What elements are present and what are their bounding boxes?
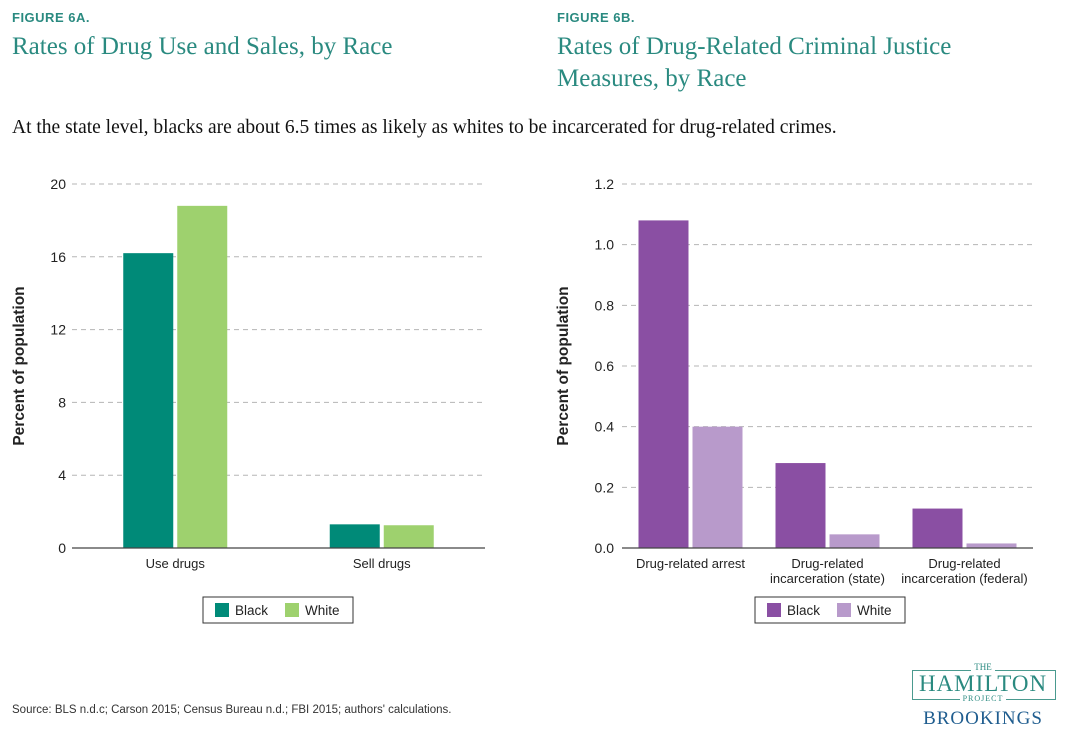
x-tick-label: Use drugs bbox=[146, 556, 206, 571]
y-tick-label: 16 bbox=[50, 249, 66, 265]
legend-swatch-white bbox=[285, 603, 299, 617]
bar-white bbox=[177, 205, 228, 548]
logo-the: THE bbox=[910, 662, 1056, 672]
y-tick-label: 1.2 bbox=[595, 176, 615, 192]
legend-label-white: White bbox=[857, 603, 892, 618]
logo-hamilton: HAMILTON bbox=[918, 671, 1048, 696]
bar-black bbox=[775, 463, 826, 548]
chart-subtitle: At the state level, blacks are about 6.5… bbox=[12, 117, 837, 138]
logo-project: PROJECT bbox=[910, 694, 1056, 703]
y-tick-label: 0 bbox=[58, 540, 66, 556]
logo-brookings: BROOKINGS bbox=[923, 708, 1043, 729]
y-tick-label: 12 bbox=[50, 322, 66, 338]
figure-6a-title: Rates of Drug Use and Sales, by Race bbox=[12, 33, 393, 60]
logo-the-text: THE bbox=[971, 662, 995, 672]
figure-6b-label: FIGURE 6B. bbox=[557, 10, 635, 25]
figure-6a-label: FIGURE 6A. bbox=[12, 10, 90, 25]
legend-label-black: Black bbox=[787, 603, 820, 618]
x-tick-label: incarceration (state) bbox=[770, 571, 885, 586]
y-tick-label: 20 bbox=[50, 176, 66, 192]
legend-label-white: White bbox=[305, 603, 340, 618]
legend-label-black: Black bbox=[235, 603, 268, 618]
legend-swatch-black bbox=[215, 603, 229, 617]
chart-6b: 0.0 0.2 0.4 0.6 0.8 1.0 1.2 Percent of populati… bbox=[555, 176, 1033, 624]
y-tick-label: 8 bbox=[58, 394, 66, 410]
bar-black bbox=[329, 524, 380, 548]
legend-swatch-black bbox=[767, 603, 781, 617]
y-axis-label: Percent of population bbox=[11, 286, 28, 445]
logo-project-text: PROJECT bbox=[959, 694, 1007, 703]
y-tick-label: 4 bbox=[58, 467, 66, 483]
bar-black bbox=[912, 508, 963, 548]
figure-6b-title-line1: Rates of Drug-Related Criminal Justice bbox=[557, 33, 952, 60]
legend bbox=[754, 596, 906, 624]
chart-6a: 0 4 8 12 16 20 Percent of population Use drugs S… bbox=[11, 176, 485, 624]
x-tick-label: Drug-related bbox=[928, 556, 1000, 571]
hamilton-brookings-logo: THE HAMILTON PROJECT BROOKINGS bbox=[910, 660, 1060, 732]
y-tick-label: 0.4 bbox=[595, 419, 615, 435]
bar-white bbox=[966, 543, 1017, 548]
bar-white bbox=[383, 525, 434, 548]
bar-black bbox=[123, 253, 174, 548]
x-tick-label: Sell drugs bbox=[353, 556, 411, 571]
bar-white bbox=[829, 534, 880, 548]
bar-black bbox=[638, 220, 689, 548]
y-tick-label: 1.0 bbox=[595, 237, 615, 253]
y-tick-label: 0.0 bbox=[595, 540, 615, 556]
legend-swatch-white bbox=[837, 603, 851, 617]
y-tick-label: 0.8 bbox=[595, 297, 615, 313]
source-note: Source: BLS n.d.c; Carson 2015; Census B… bbox=[12, 704, 452, 716]
y-tick-label: 0.6 bbox=[595, 358, 615, 374]
y-axis-label: Percent of population bbox=[555, 286, 572, 445]
figure-6b-title-line2: Measures, by Race bbox=[557, 65, 747, 92]
bar-white bbox=[692, 426, 743, 548]
x-tick-label: incarceration (federal) bbox=[901, 571, 1027, 586]
y-tick-label: 0.2 bbox=[595, 479, 615, 495]
x-tick-label: Drug-related bbox=[791, 556, 863, 571]
x-tick-label: Drug-related arrest bbox=[636, 556, 745, 571]
